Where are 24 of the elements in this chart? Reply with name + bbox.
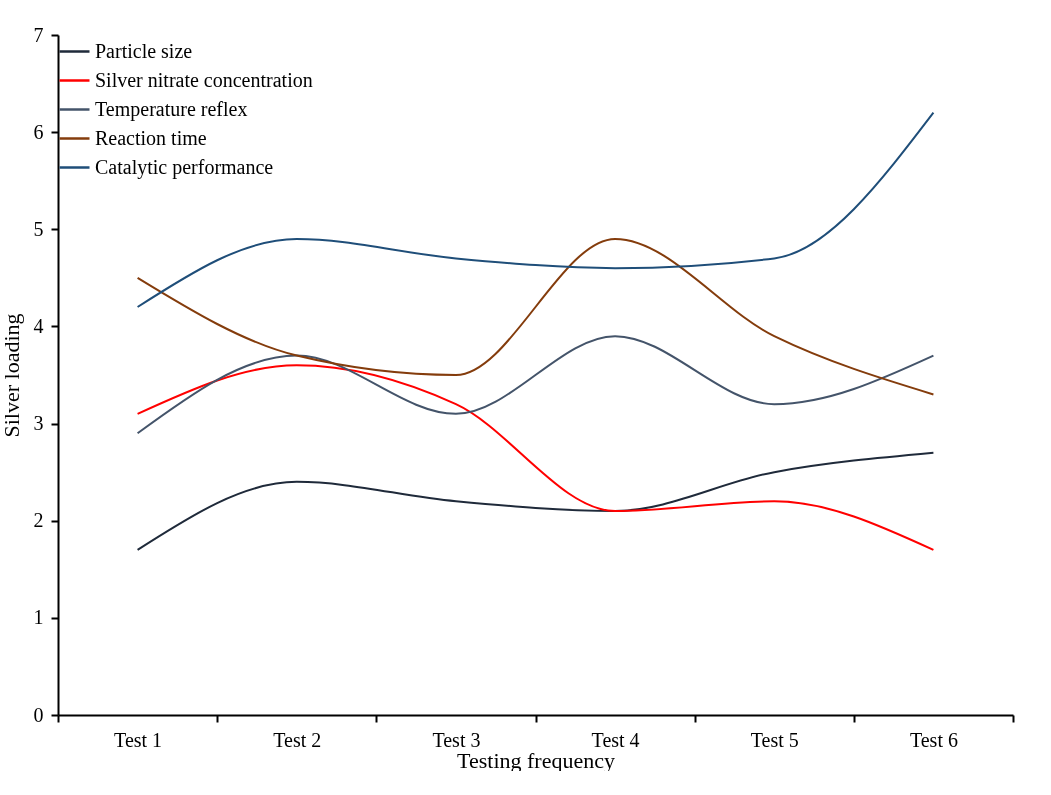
line-series: [136, 364, 935, 551]
y-tick-label: 2: [33, 509, 44, 532]
legend-label: Silver nitrate concentration: [95, 68, 313, 91]
y-tick-label: 0: [33, 703, 44, 726]
legend-label: Reaction time: [95, 126, 207, 149]
x-tick-label: Test 3: [432, 728, 481, 751]
y-tick-label: 5: [33, 217, 44, 240]
legend-label: Particle size: [95, 39, 193, 62]
legend-label: Temperature reflex: [95, 97, 248, 121]
y-tick-label: 6: [33, 120, 44, 143]
x-tick-label: Test 6: [909, 728, 958, 751]
x-tick-label: Test 5: [750, 728, 799, 751]
x-tick-label: Test 1: [114, 728, 163, 751]
y-axis-title: Silver loading: [0, 313, 24, 438]
legend-label: Catalytic performance: [95, 155, 274, 179]
y-tick-label: 4: [33, 314, 44, 337]
x-tick-label: Test 2: [273, 728, 322, 751]
line-series: [136, 238, 935, 396]
y-tick-label: 7: [33, 23, 44, 46]
line-series: [136, 451, 935, 551]
x-tick-label: Test 4: [591, 728, 640, 751]
y-tick-label: 1: [33, 606, 44, 629]
line-series: [136, 335, 935, 435]
y-tick-label: 3: [33, 412, 44, 435]
